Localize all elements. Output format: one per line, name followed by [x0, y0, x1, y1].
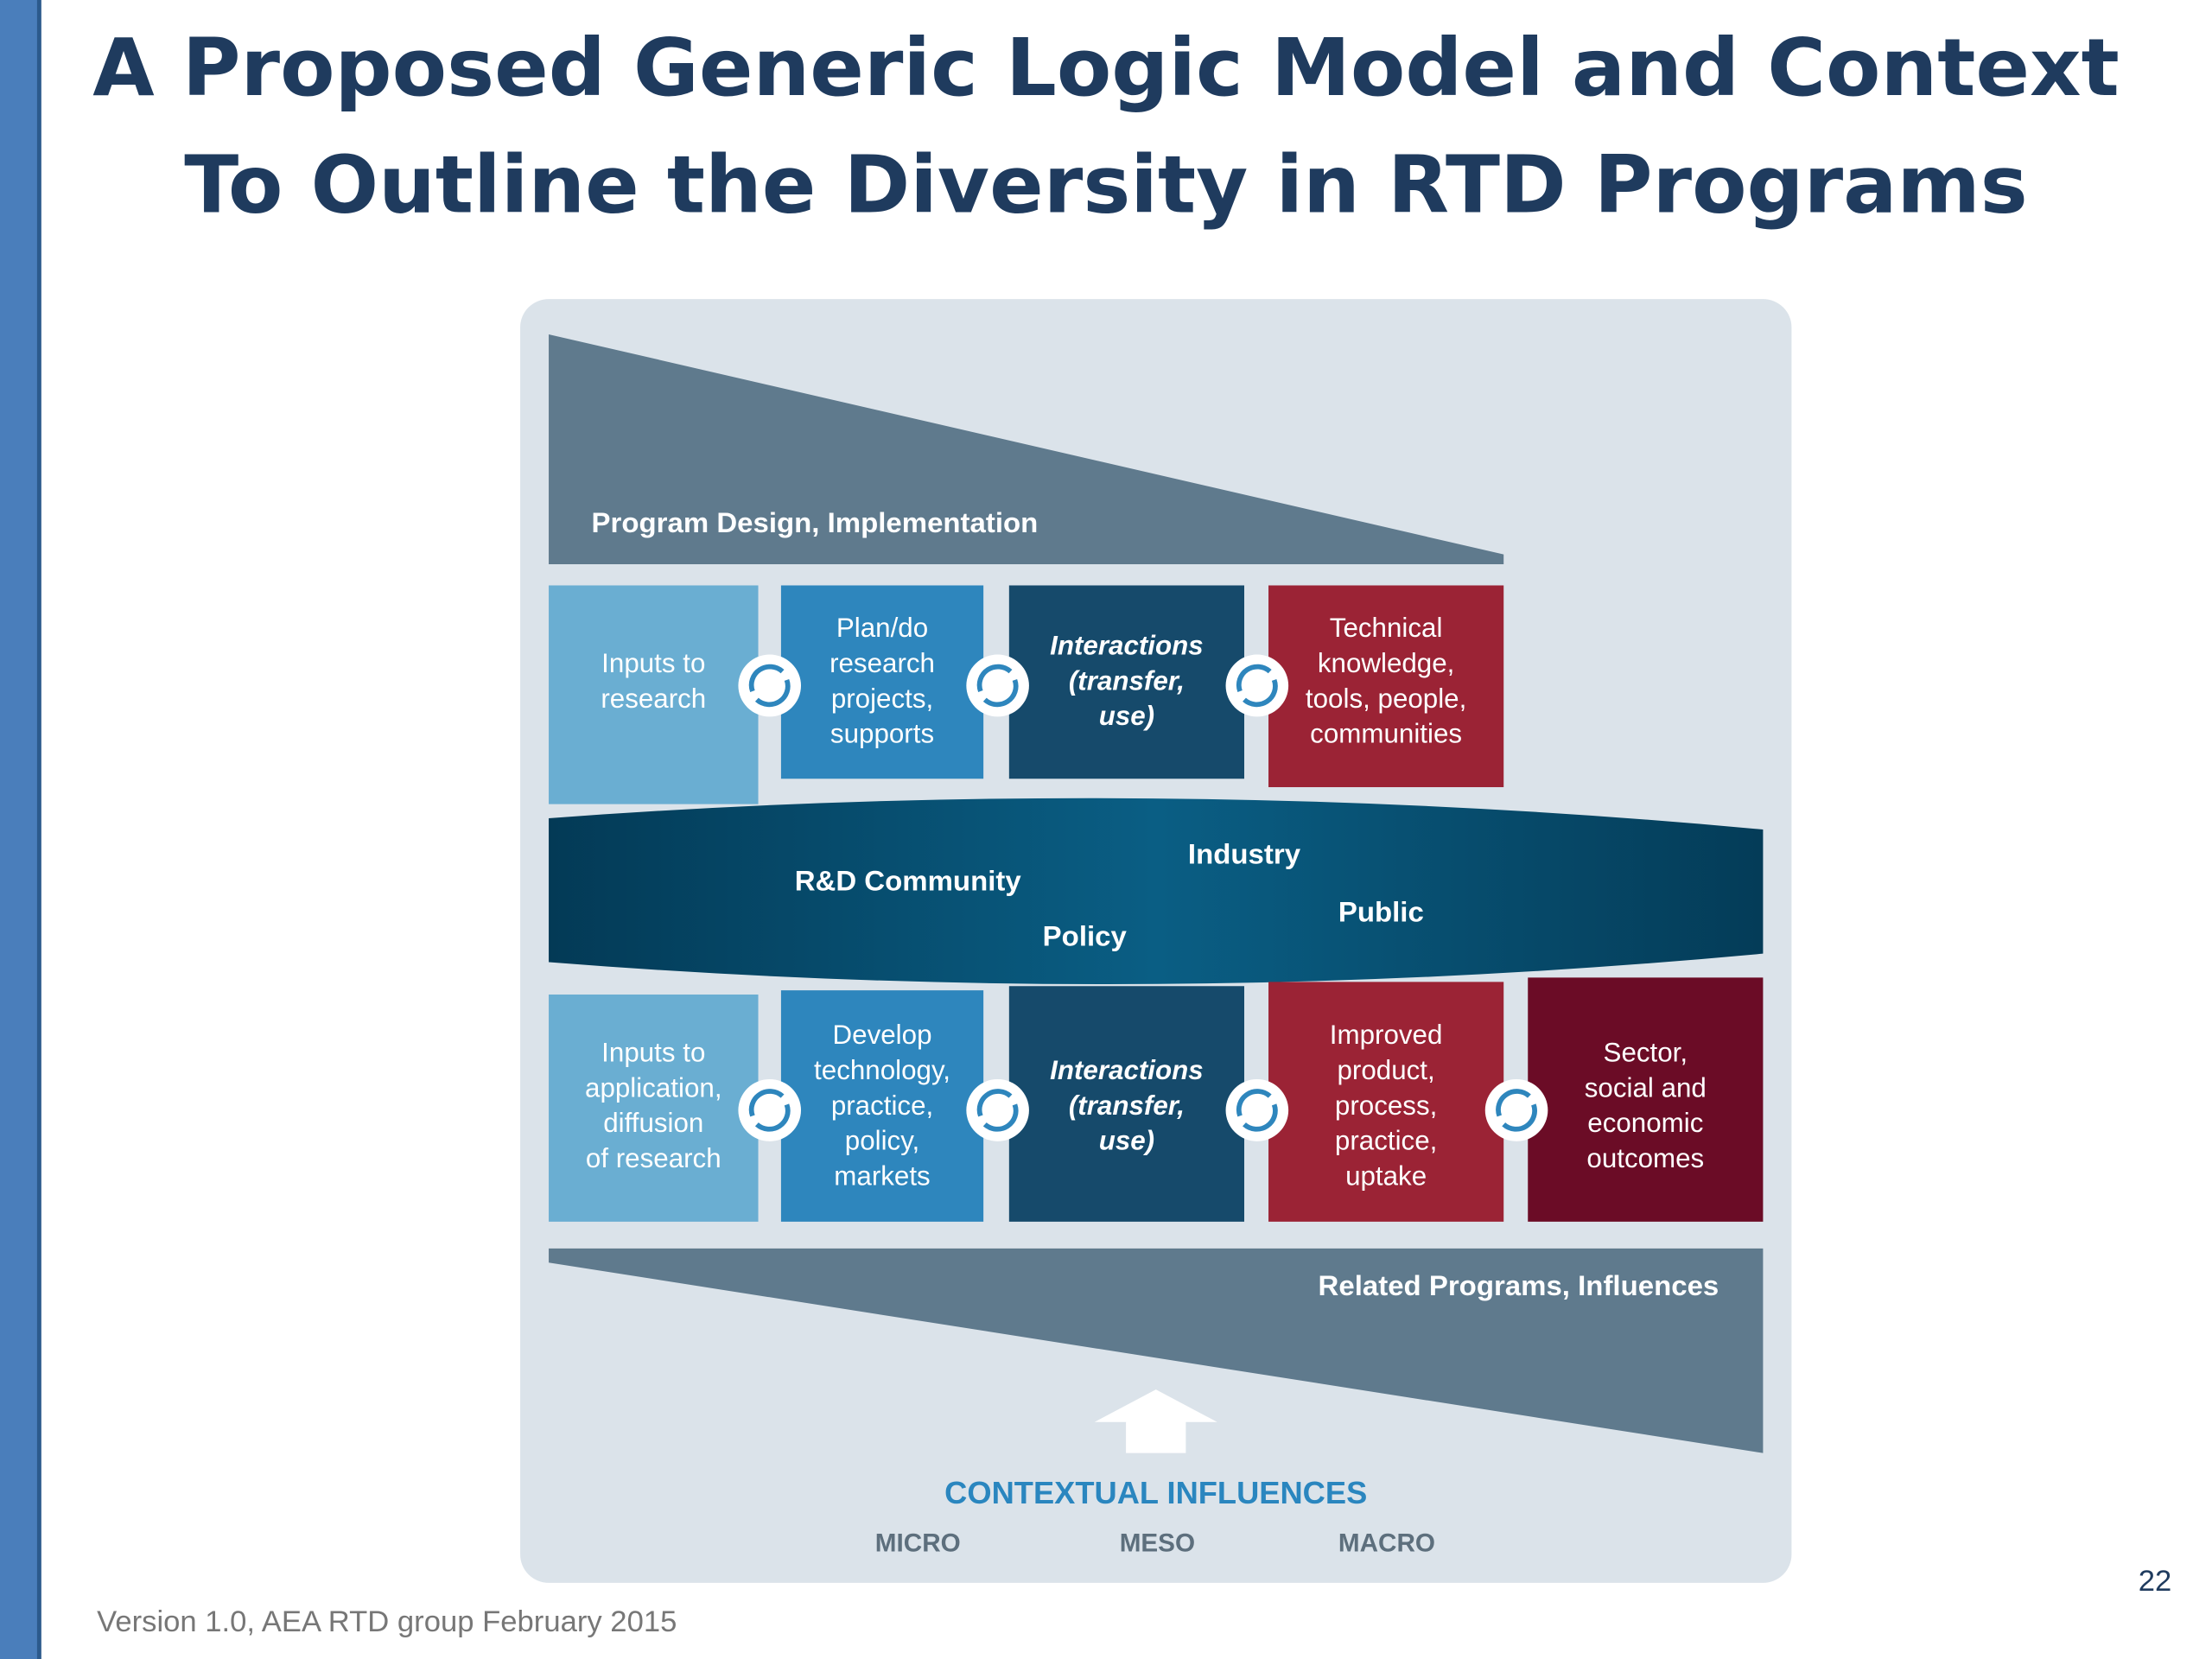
step-text: Inputs to — [601, 648, 705, 678]
step-text: projects, — [831, 683, 933, 714]
cycle-icon — [738, 654, 802, 717]
upward-arrow — [1094, 1389, 1217, 1453]
step-text: research — [601, 683, 706, 714]
step-text: Develop — [833, 1020, 932, 1050]
cycle-arrow — [1236, 1089, 1272, 1117]
step-box — [1008, 585, 1244, 779]
cycle-arrow — [754, 678, 791, 708]
cycle-icon — [1225, 654, 1289, 717]
cycle-arrow — [1243, 678, 1278, 708]
step-text: markets — [834, 1161, 930, 1192]
step-text: product, — [1338, 1055, 1435, 1085]
side-bar-edge — [36, 0, 41, 1659]
cycle-arrow — [1496, 1089, 1531, 1117]
cycle-icon — [738, 1078, 802, 1141]
stakeholder: R&D Community — [795, 865, 1022, 897]
step-text: supports — [830, 719, 934, 749]
step-text: application, — [585, 1073, 722, 1103]
step-text: practice, — [831, 1090, 933, 1121]
step-text: (transfer, — [1069, 666, 1185, 696]
step-text: use) — [1099, 701, 1154, 731]
step-text: outcomes — [1586, 1143, 1704, 1173]
title-line: A Proposed Generic Logic Model and Conte… — [92, 22, 2120, 114]
cycle-arrow — [976, 664, 1013, 692]
diagram-content: Inputs to research Plan/do research projects… — [549, 585, 1764, 1558]
step-box — [1528, 977, 1764, 1222]
step-text: Interactions — [1050, 631, 1204, 661]
step-text: Inputs to — [601, 1038, 705, 1068]
context-level: MESO — [1120, 1529, 1195, 1558]
step-box — [1268, 585, 1504, 788]
stakeholder-band — [549, 798, 1764, 984]
program-design-label: Program Design, Implementation — [592, 506, 1039, 538]
step-text: Interactions — [1050, 1055, 1204, 1085]
related-programs-label: Related Programs, Influences — [1319, 1269, 1719, 1301]
context-level: MACRO — [1338, 1529, 1435, 1558]
cycle-icon — [1225, 1078, 1289, 1141]
step-text: Sector, — [1604, 1038, 1688, 1068]
step-text: tools, people, — [1306, 683, 1466, 714]
stakeholder: Industry — [1188, 838, 1301, 870]
step-text: social and — [1585, 1073, 1707, 1103]
cycle-icon — [966, 654, 1029, 717]
step-text: policy, — [845, 1126, 919, 1156]
cycle-arrow — [1236, 664, 1272, 692]
contextual-title: CONTEXTUAL INFLUENCES — [944, 1475, 1367, 1510]
step-text: technology, — [814, 1055, 950, 1085]
cycle-icon — [966, 1078, 1029, 1141]
title-line: To Outline the Diversity in RTD Programs — [184, 139, 2027, 231]
step-text: use) — [1099, 1126, 1154, 1156]
context-level: MICRO — [875, 1529, 961, 1558]
stakeholder: Public — [1338, 896, 1424, 928]
related-programs-shape — [549, 1248, 1764, 1453]
step-box — [1008, 986, 1244, 1222]
program-design-shape — [549, 334, 1504, 565]
step-box — [780, 990, 984, 1222]
cycle-arrow — [982, 1103, 1019, 1132]
cycle-arrow — [748, 1089, 785, 1117]
step-box — [549, 585, 759, 804]
cycle-arrow — [1243, 1103, 1278, 1132]
step-box — [1268, 982, 1504, 1222]
step-text: (transfer, — [1069, 1090, 1185, 1121]
cycle-icon — [1484, 1078, 1548, 1141]
step-text: of research — [586, 1143, 721, 1173]
step-text: Improved — [1330, 1020, 1443, 1050]
step-text: knowledge, — [1318, 648, 1455, 678]
cycle-arrow — [1502, 1103, 1537, 1132]
cycle-arrow — [748, 664, 785, 692]
step-text: uptake — [1345, 1161, 1427, 1192]
step-text: Plan/do — [836, 613, 928, 643]
step-text: communities — [1310, 719, 1462, 749]
step-box — [549, 995, 759, 1222]
stakeholder: Policy — [1043, 919, 1128, 951]
step-text: practice, — [1335, 1126, 1437, 1156]
step-text: diffusion — [603, 1108, 703, 1138]
page-number: 22 — [2139, 1565, 2172, 1598]
step-text: Technical — [1330, 613, 1443, 643]
cycle-arrow — [976, 1089, 1013, 1117]
step-text: process, — [1335, 1090, 1437, 1121]
step-box — [780, 585, 984, 779]
step-text: research — [830, 648, 935, 678]
footer: Version 1.0, AEA RTD group February 2015 — [97, 1605, 677, 1638]
step-text: economic — [1587, 1108, 1703, 1138]
cycle-arrow — [982, 678, 1019, 708]
cycle-arrow — [754, 1103, 791, 1132]
side-bar — [0, 0, 41, 1659]
